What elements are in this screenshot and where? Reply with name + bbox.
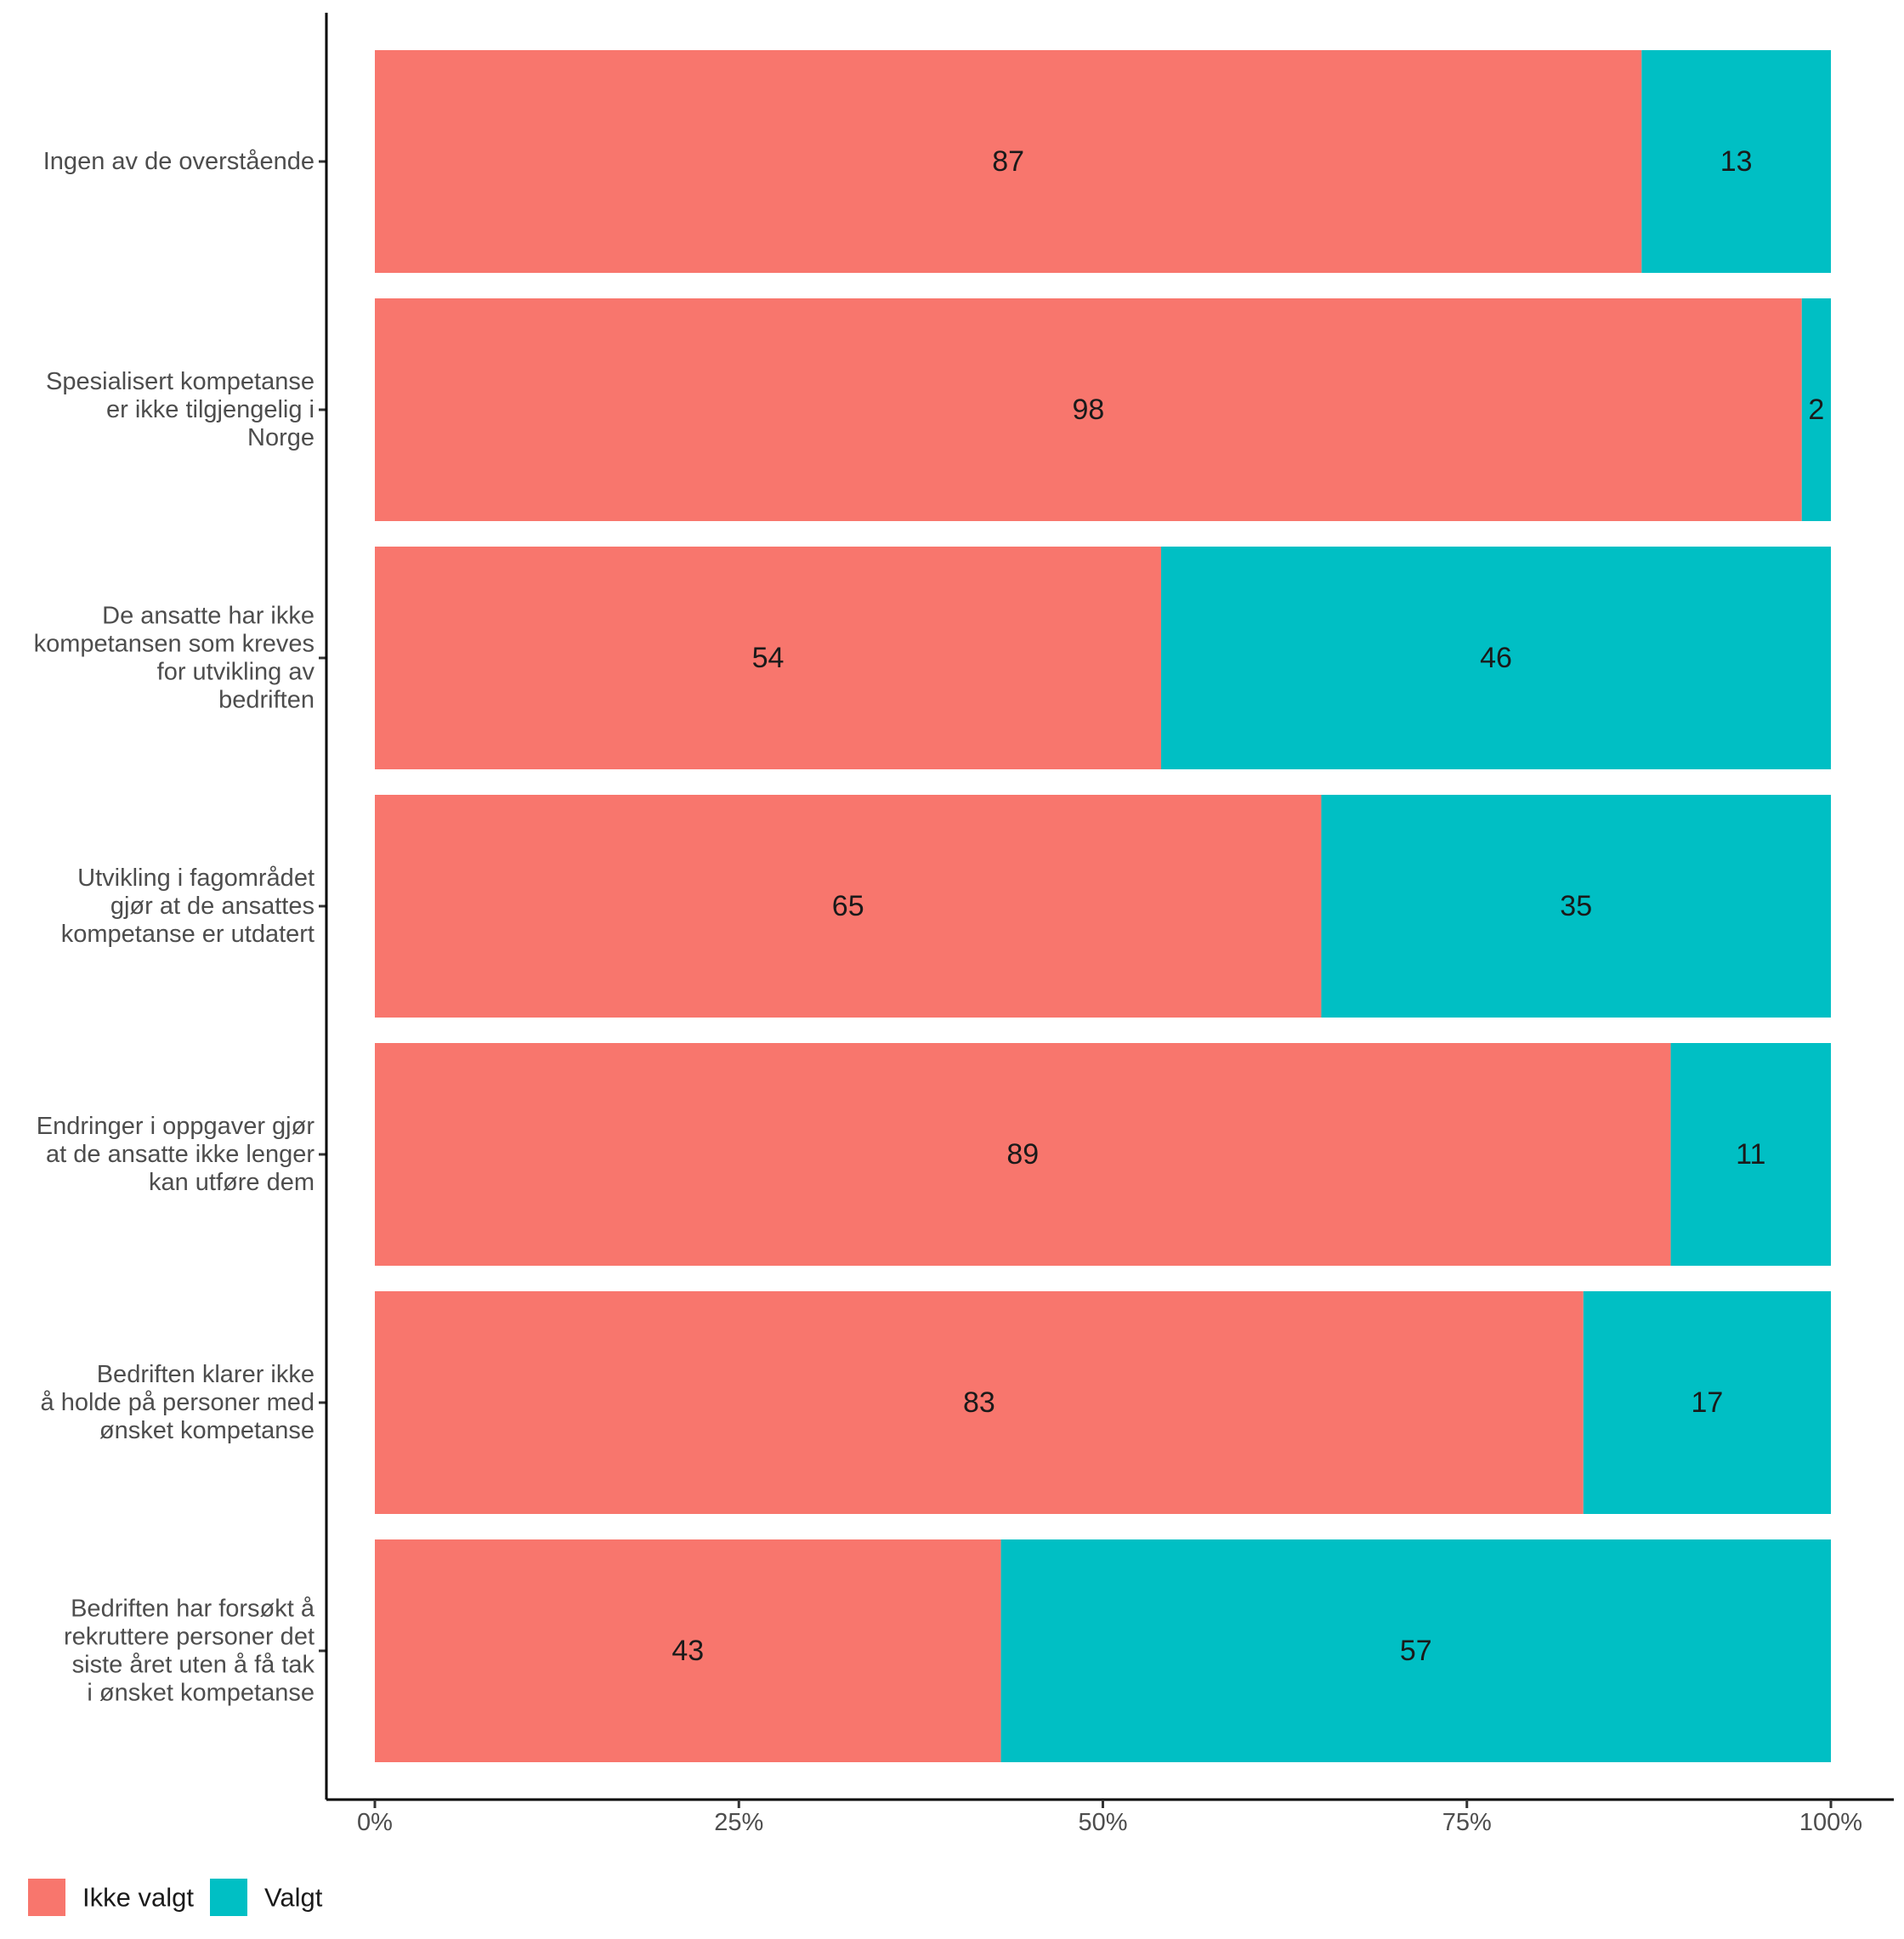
legend: Ikke valgt Valgt	[28, 1879, 323, 1916]
category-label-line: rekruttere personer det	[64, 1624, 314, 1651]
category-label-0: Ingen av de overstående	[43, 148, 314, 175]
category-label-4: Endringer i oppgaver gjør at de ansatte i…	[37, 1113, 315, 1196]
category-label-line: Utvikling i fagområdet	[77, 865, 314, 892]
legend-label-valgt: Valgt	[264, 1883, 323, 1913]
value-label-valgt-4: 11	[1736, 1138, 1765, 1171]
value-label-valgt-1: 2	[1808, 394, 1824, 426]
value-label-valgt-5: 17	[1691, 1386, 1723, 1419]
category-label-line: gjør at de ansattes	[110, 893, 314, 920]
x-tick-label-3: 75%	[1442, 1809, 1492, 1836]
bar-ikke-valgt-6	[375, 1539, 1001, 1762]
value-label-valgt-0: 13	[1720, 145, 1753, 178]
bar-valgt-0	[1641, 50, 1831, 273]
x-tick-label-1: 25%	[714, 1809, 763, 1836]
category-label-line: å holde på personer med	[41, 1389, 314, 1416]
category-label-line: ønsket kompetanse	[99, 1417, 314, 1444]
category-label-3: Utvikling i fagområdet gjør at de ansatte…	[61, 865, 314, 948]
category-label-line: Ingen av de overstående	[43, 148, 314, 175]
bar-valgt-6	[1000, 1539, 1831, 1762]
category-label-line: for utvikling av	[157, 659, 315, 686]
value-label-ikke-valgt-5: 83	[963, 1386, 995, 1419]
category-label-5: Bedriften klarer ikke å holde på personer…	[41, 1361, 314, 1444]
bar-valgt-1	[1801, 298, 1831, 521]
category-label-line: i ønsket kompetanse	[87, 1680, 314, 1707]
x-tick-label-0: 0%	[357, 1809, 393, 1836]
category-label-line: kompetansen som kreves	[34, 631, 314, 658]
value-label-valgt-2: 46	[1480, 642, 1512, 674]
category-label-line: kompetanse er utdatert	[61, 921, 314, 948]
bar-ikke-valgt-2	[375, 547, 1162, 769]
bar-valgt-5	[1583, 1291, 1831, 1514]
legend-label-ikke-valgt: Ikke valgt	[82, 1883, 194, 1913]
value-label-ikke-valgt-0: 87	[992, 145, 1024, 178]
x-ticks-group: 0% 25% 50% 75% 100%	[357, 1800, 1862, 1836]
category-label-line: siste året uten å få tak	[72, 1652, 315, 1679]
category-label-1: Spesialisert kompetanse er ikke tilgjenge…	[46, 368, 314, 451]
bars-group	[375, 50, 1831, 1762]
bar-ikke-valgt-4	[375, 1043, 1671, 1266]
value-label-ikke-valgt-2: 54	[752, 642, 785, 674]
value-label-ikke-valgt-1: 98	[1072, 394, 1104, 426]
value-label-valgt-3: 35	[1560, 890, 1592, 922]
legend-swatch-ikke-valgt	[28, 1879, 65, 1916]
x-tick-label-2: 50%	[1078, 1809, 1127, 1836]
category-label-line: De ansatte har ikke	[102, 603, 314, 630]
category-labels-group: Ingen av de overstående Spesialisert komp…	[34, 148, 326, 1707]
category-label-line: at de ansatte ikke lenger	[46, 1141, 314, 1168]
value-label-ikke-valgt-3: 65	[832, 890, 864, 922]
category-label-line: Bedriften har forsøkt å	[71, 1596, 315, 1623]
category-label-2: De ansatte har ikke kompetansen som kreve…	[34, 603, 315, 714]
bar-ikke-valgt-3	[375, 795, 1322, 1018]
value-label-ikke-valgt-6: 43	[672, 1635, 704, 1667]
category-label-line: Bedriften klarer ikke	[97, 1361, 314, 1388]
bar-valgt-4	[1670, 1043, 1831, 1266]
bar-valgt-2	[1161, 547, 1831, 769]
category-label-line: Endringer i oppgaver gjør	[37, 1113, 315, 1140]
value-label-ikke-valgt-4: 89	[1006, 1138, 1039, 1171]
x-tick-label-4: 100%	[1799, 1809, 1862, 1836]
bar-valgt-3	[1321, 795, 1831, 1018]
axes-group	[325, 13, 1894, 1801]
category-label-line: Norge	[247, 424, 314, 451]
value-label-valgt-6: 57	[1400, 1635, 1432, 1667]
category-label-line: Spesialisert kompetanse	[46, 368, 314, 395]
legend-swatch-valgt	[210, 1879, 247, 1916]
category-label-line: kan utføre dem	[149, 1169, 314, 1196]
bar-ikke-valgt-1	[375, 298, 1802, 521]
category-label-line: er ikke tilgjengelig i	[106, 396, 314, 423]
category-label-6: Bedriften har forsøkt å rekruttere person…	[64, 1596, 315, 1707]
bar-ikke-valgt-5	[375, 1291, 1584, 1514]
category-label-line: bedriften	[218, 687, 314, 714]
bar-ikke-valgt-0	[375, 50, 1642, 273]
value-labels-group: 87 13 98 2 54 46 65 35 89 11 83 17 43 57	[672, 145, 1824, 1667]
